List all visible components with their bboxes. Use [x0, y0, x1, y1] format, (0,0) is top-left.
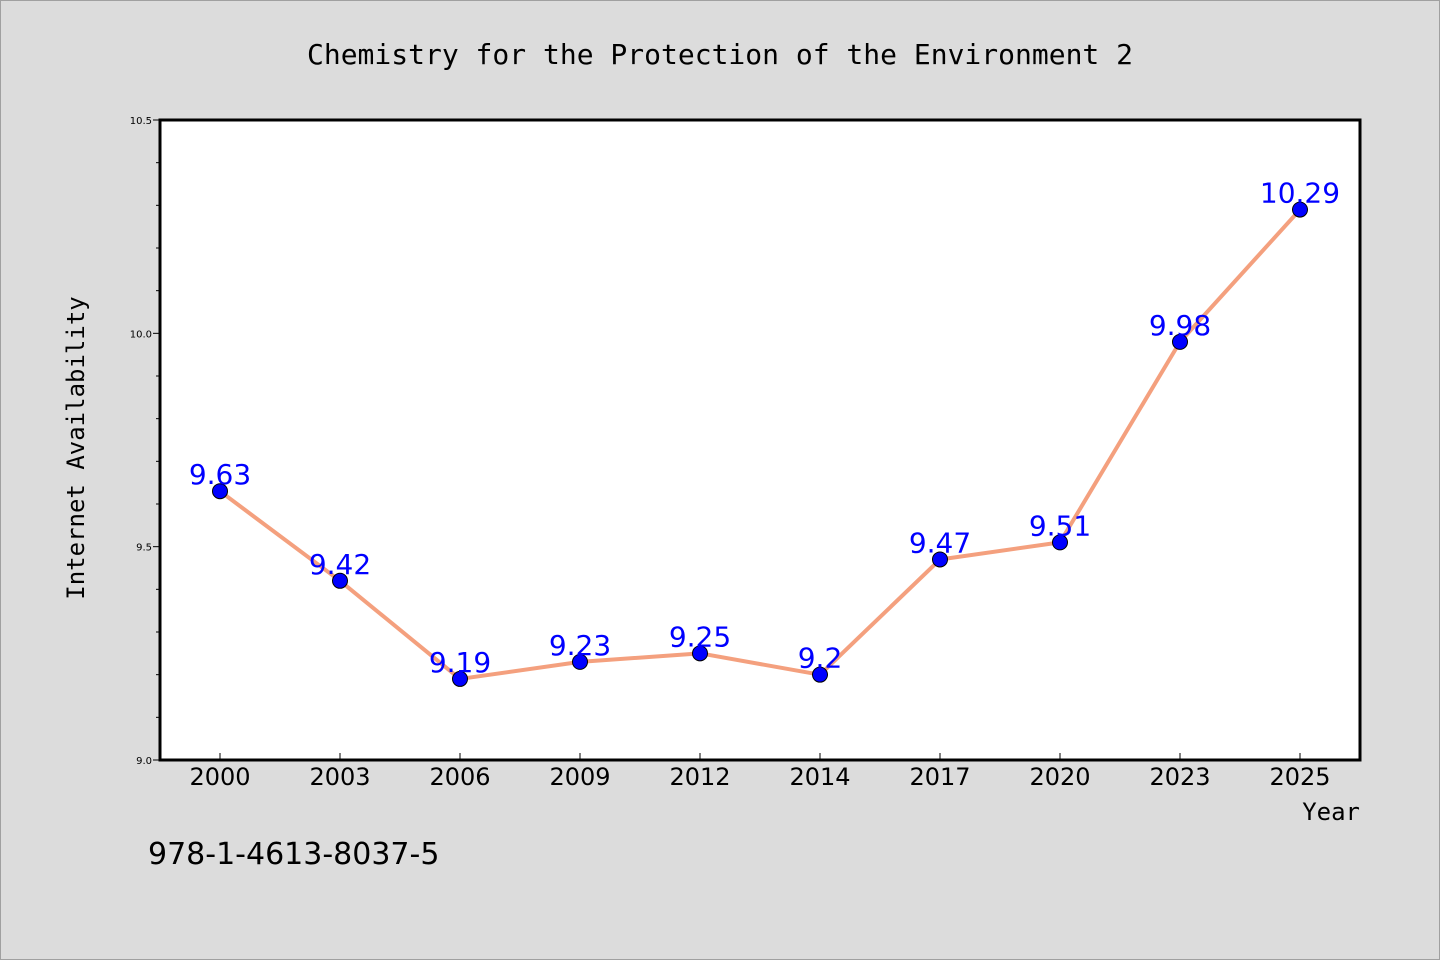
x-tick-label: 2025 [1269, 763, 1330, 791]
x-tick-label: 2000 [189, 763, 250, 791]
data-point [1172, 333, 1188, 350]
x-tick-label: 2017 [909, 763, 970, 791]
x-tick-label: 2003 [309, 763, 370, 791]
data-label: 9.19 [429, 646, 491, 679]
data-label: 9.63 [189, 458, 251, 491]
x-tick-label: 2014 [789, 763, 850, 791]
x-tick-label: 2006 [429, 763, 490, 791]
y-tick-label: 10.0 [130, 329, 152, 340]
x-tick-label: 2020 [1029, 763, 1090, 791]
data-point [332, 572, 348, 589]
y-tick-label: 9.0 [136, 756, 152, 767]
y-axis-label: Internet Availability [62, 296, 90, 599]
data-label: 9.47 [909, 526, 971, 559]
data-point [812, 666, 828, 683]
chart-title: Chemistry for the Protection of the Envi… [307, 38, 1133, 71]
data-point [572, 653, 588, 670]
x-tick-label: 2012 [669, 763, 730, 791]
y-tick-label: 9.5 [136, 543, 152, 554]
y-axis-ticks: 9.0 9.5 10.0 10.5 [130, 116, 160, 767]
data-label: 9.98 [1149, 309, 1211, 342]
data-label: 9.25 [669, 620, 731, 653]
data-point [692, 645, 708, 662]
data-label: 9.42 [309, 548, 371, 581]
x-axis-ticks: 2000 2003 2006 2009 2012 2014 2017 2020 2023 2025 [189, 753, 1331, 791]
isbn-text: 978-1-4613-8037-5 [148, 837, 439, 872]
plot-area [158, 118, 1362, 762]
series-group: 9.63 9.42 9.19 9.23 9.25 9.2 9.47 9.51 9.98 10.29 [189, 177, 1340, 687]
data-label: 9.51 [1029, 509, 1091, 542]
data-label: 10.29 [1260, 177, 1340, 210]
data-point [452, 670, 468, 687]
series-line [218, 207, 1302, 681]
x-axis-label: Year [1302, 798, 1360, 826]
x-tick-label: 2023 [1149, 763, 1210, 791]
data-point [212, 483, 228, 500]
y-tick-label: 10.5 [130, 116, 152, 127]
x-tick-label: 2009 [549, 763, 610, 791]
data-label: 9.23 [549, 629, 611, 662]
data-point [1292, 201, 1308, 218]
data-point [1052, 534, 1068, 551]
data-point [932, 551, 948, 568]
data-label: 9.2 [798, 642, 843, 675]
